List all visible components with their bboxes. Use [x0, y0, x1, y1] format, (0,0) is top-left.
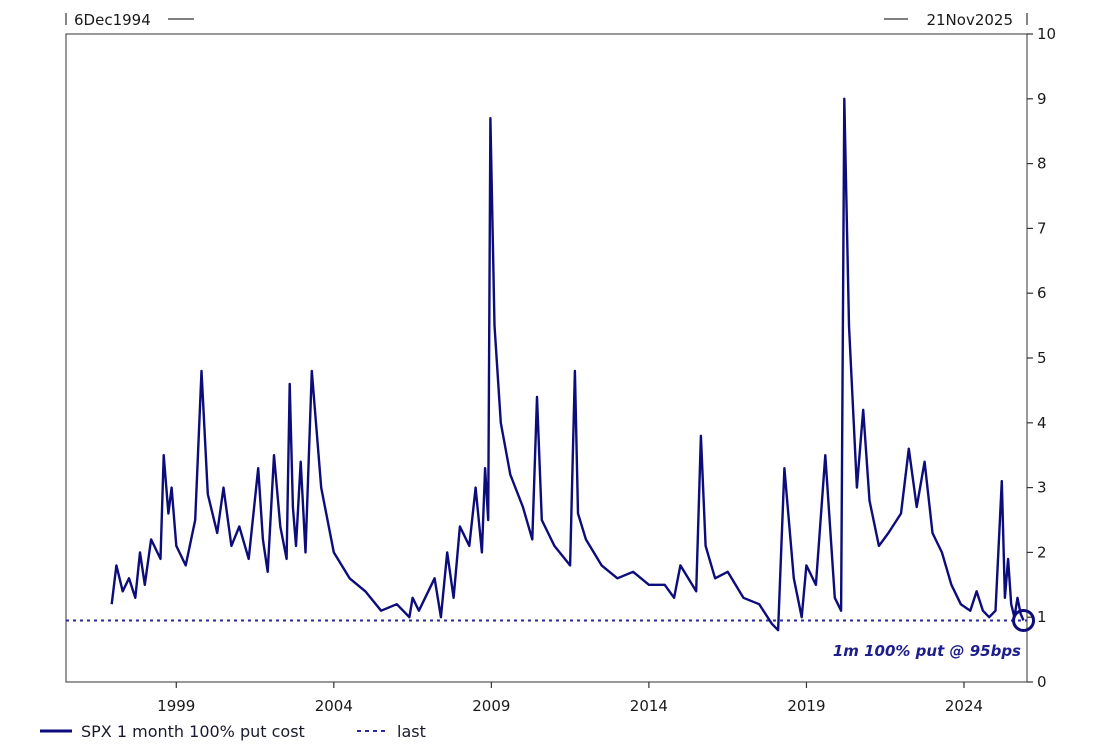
series-line-spx-put-cost: [110, 97, 1025, 632]
x-tick-label: 2014: [630, 697, 668, 715]
y-tick-label: 7: [1037, 219, 1047, 237]
range-end-marker: 21Nov2025: [884, 11, 1028, 29]
plot-frame: [65, 33, 1028, 683]
range-start-marker: 6Dec1994: [65, 11, 194, 29]
y-tick-label: 5: [1037, 349, 1047, 367]
legend: SPX 1 month 100% put cost last: [40, 722, 426, 741]
range-end-label: 21Nov2025: [926, 11, 1013, 29]
x-tick-label: 2004: [315, 697, 353, 715]
y-axis: 0 1 2 3 4 5 6 7 8 9 10: [1027, 25, 1056, 691]
y-tick-label: 9: [1037, 90, 1047, 108]
range-start-label: 6Dec1994: [74, 11, 151, 29]
last-value-marker: [1012, 608, 1036, 632]
x-tick-label: 2024: [945, 697, 983, 715]
x-tick-label: 2019: [787, 697, 825, 715]
legend-label-last: last: [397, 722, 426, 741]
y-tick-label: 10: [1037, 25, 1056, 43]
y-tick-label: 4: [1037, 414, 1047, 432]
y-tick-label: 1: [1037, 608, 1047, 626]
legend-label-series: SPX 1 month 100% put cost: [81, 722, 305, 741]
y-tick-label: 6: [1037, 284, 1047, 302]
x-tick-label: 2009: [472, 697, 510, 715]
y-tick-label: 0: [1037, 673, 1047, 691]
annotation-label: 1m 100% put @ 95bps: [833, 642, 1021, 660]
y-tick-label: 8: [1037, 155, 1047, 173]
x-axis: 1999 2004 2009 2014 2019 2024: [157, 682, 983, 715]
y-tick-label: 2: [1037, 543, 1047, 561]
x-tick-label: 1999: [157, 697, 195, 715]
y-tick-label: 3: [1037, 479, 1047, 497]
